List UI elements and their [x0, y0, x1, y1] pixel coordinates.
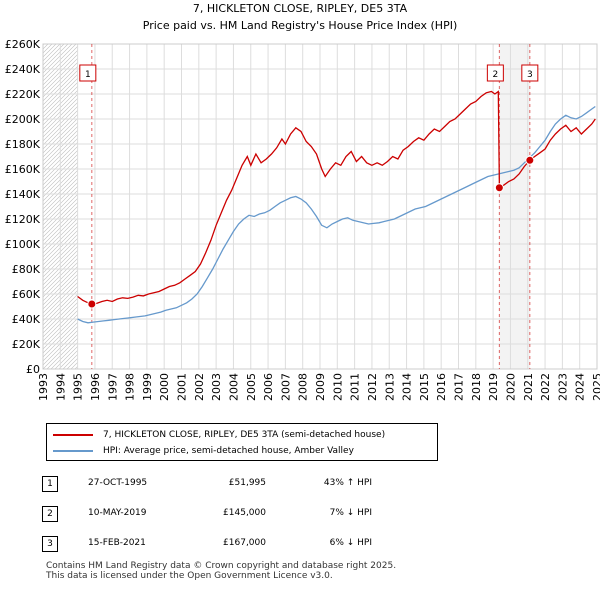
x-tick-label: 2007	[279, 373, 292, 401]
x-tick-label: 2024	[574, 373, 587, 401]
sale-point	[494, 183, 504, 193]
y-tick-label: £40K	[12, 313, 41, 326]
chart-legend: 7, HICKLETON CLOSE, RIPLEY, DE5 3TA (sem…	[46, 423, 438, 461]
x-tick-label: 2000	[158, 373, 171, 401]
y-tick-label: £100K	[5, 238, 41, 251]
x-tick-label: 2014	[401, 373, 414, 401]
chart-subtitle: Price paid vs. HM Land Registry's House …	[143, 19, 458, 32]
x-tick-label: 2003	[210, 373, 223, 401]
table-row: 2 10-MAY-2019 £145,000 7% ↓ HPI	[40, 506, 560, 524]
chart-title: 7, HICKLETON CLOSE, RIPLEY, DE5 3TA	[193, 2, 408, 15]
sale-label-box	[521, 64, 539, 82]
x-tick-label: 2025	[591, 373, 600, 401]
x-tick-label: 1994	[54, 373, 67, 401]
series-line-property	[77, 90, 596, 305]
x-tick-label: 2010	[331, 373, 344, 401]
x-tick-label: 2013	[383, 373, 396, 401]
sale-hpi-change: 7% ↓ HPI	[329, 508, 372, 518]
x-tick-label: 2012	[366, 373, 379, 401]
sale-date: 15-FEB-2021	[88, 538, 146, 548]
y-tick-label: £0	[26, 363, 40, 376]
x-tick-label: 2023	[556, 373, 569, 401]
legend-label-property: 7, HICKLETON CLOSE, RIPLEY, DE5 3TA (sem…	[103, 430, 386, 440]
y-tick-label: £20K	[12, 338, 41, 351]
y-tick-label: £60K	[12, 288, 41, 301]
sale-point	[525, 155, 535, 165]
legend-line-property	[53, 434, 93, 436]
shaded-region	[499, 44, 530, 369]
sale-hpi-change: 6% ↓ HPI	[329, 538, 372, 548]
sale-badge: 3	[42, 536, 58, 552]
sale-price: £145,000	[223, 508, 266, 518]
sale-price: £51,995	[228, 478, 266, 488]
sale-label-box	[79, 64, 97, 82]
x-tick-label: 2008	[297, 373, 310, 401]
y-tick-label: £160K	[5, 163, 41, 176]
x-tick-label: 1999	[141, 373, 154, 401]
legend-line-hpi	[53, 450, 93, 452]
sale-badge: 1	[42, 476, 58, 492]
sale-price: £167,000	[223, 538, 266, 548]
sale-date: 10-MAY-2019	[88, 508, 147, 518]
y-tick-label: £180K	[5, 138, 41, 151]
footer-attribution: Contains HM Land Registry data © Crown c…	[46, 561, 396, 581]
sale-badge: 2	[42, 506, 58, 522]
x-tick-label: 2004	[227, 373, 240, 401]
x-tick-label: 2019	[487, 373, 500, 401]
table-row: 3 15-FEB-2021 £167,000 6% ↓ HPI	[40, 536, 560, 554]
x-tick-label: 2020	[504, 373, 517, 401]
legend-item-property: 7, HICKLETON CLOSE, RIPLEY, DE5 3TA (sem…	[53, 428, 385, 442]
legend-item-hpi: HPI: Average price, semi-detached house,…	[53, 444, 354, 458]
y-tick-label: £120K	[5, 213, 41, 226]
footer-licence: This data is licensed under the Open Gov…	[46, 571, 333, 581]
x-tick-label: 2006	[262, 373, 275, 401]
x-tick-label: 2002	[193, 373, 206, 401]
x-tick-label: 2016	[435, 373, 448, 401]
sale-point	[87, 299, 97, 309]
sale-hpi-change: 43% ↑ HPI	[323, 478, 372, 488]
sale-label: 3	[527, 70, 533, 80]
x-tick-label: 2017	[453, 373, 466, 401]
x-tick-label: 1998	[124, 373, 137, 401]
x-tick-label: 2005	[245, 373, 258, 401]
price-chart: 7, HICKLETON CLOSE, RIPLEY, DE5 3TA Pric…	[5, 2, 600, 401]
footer-copyright: Contains HM Land Registry data © Crown c…	[46, 561, 397, 571]
table-row: 1 27-OCT-1995 £51,995 43% ↑ HPI	[40, 476, 560, 494]
series-line-hpi	[77, 105, 596, 324]
y-tick-label: £260K	[5, 38, 41, 51]
legend-label-hpi: HPI: Average price, semi-detached house,…	[103, 446, 354, 456]
x-tick-label: 1996	[89, 373, 102, 401]
y-tick-label: £220K	[5, 88, 41, 101]
x-tick-label: 2015	[418, 373, 431, 401]
x-tick-label: 2001	[176, 373, 189, 401]
x-tick-label: 1993	[37, 373, 50, 401]
x-tick-label: 1995	[72, 373, 85, 401]
x-tick-label: 2009	[314, 373, 327, 401]
sale-date: 27-OCT-1995	[88, 478, 148, 488]
x-tick-label: 2018	[470, 373, 483, 401]
x-tick-label: 1997	[106, 373, 119, 401]
plot-border	[42, 43, 598, 370]
y-tick-label: £80K	[12, 263, 41, 276]
x-tick-label: 2022	[539, 373, 552, 401]
y-tick-label: £200K	[5, 113, 41, 126]
x-tick-label: 2011	[349, 373, 362, 401]
sale-label-box	[486, 64, 504, 82]
y-tick-label: £140K	[5, 188, 41, 201]
sale-label: 2	[492, 70, 498, 80]
x-tick-label: 2021	[522, 373, 535, 401]
sale-label: 1	[85, 70, 91, 80]
y-tick-label: £240K	[5, 63, 41, 76]
